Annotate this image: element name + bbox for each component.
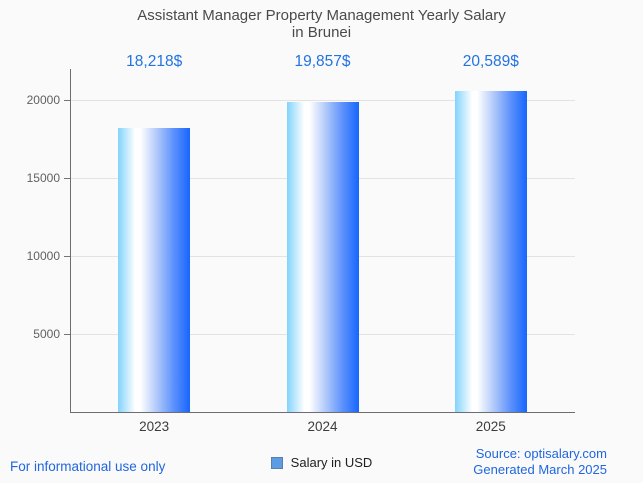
gridline-20000 (70, 100, 575, 102)
y-tick-label-5000: 5000 (33, 327, 60, 341)
disclaimer-text: For informational use only (10, 459, 166, 474)
x-axis-label-2025: 2025 (475, 419, 506, 434)
y-tick-label-20000: 20000 (26, 93, 60, 108)
x-axis-label-2023: 2023 (139, 419, 170, 434)
value-label-2023: 18,218$ (126, 53, 183, 70)
value-label-2025: 20,589$ (462, 53, 519, 70)
y-axis-line (70, 69, 71, 413)
legend-label: Salary in USD (290, 455, 373, 470)
y-tick-label-10000: 10000 (26, 249, 60, 264)
bar-2024 (286, 102, 359, 412)
source-text: Source: optisalary.com (475, 446, 607, 461)
y-tick-10000 (64, 256, 70, 258)
bar-2023 (118, 128, 191, 412)
x-axis-line (70, 412, 575, 413)
bar-2025 (454, 91, 527, 412)
y-tick-5000 (64, 334, 70, 335)
x-axis-label-2024: 2024 (307, 419, 338, 434)
y-tick-15000 (64, 178, 70, 180)
value-label-2024: 19,857$ (294, 53, 351, 70)
y-tick-20000 (64, 100, 70, 102)
chart-title-line2: in Brunei (291, 24, 352, 41)
source-block: Source: optisalary.com Generated March 2… (473, 446, 607, 477)
chart-title-line1: Assistant Manager Property Management Ye… (137, 7, 506, 24)
y-tick-label-15000: 15000 (26, 171, 60, 186)
chart-legend: Salary in USD (0, 455, 643, 470)
generated-text: Generated March 2025 (473, 461, 607, 477)
legend-swatch-icon (270, 456, 283, 469)
chart-title: Assistant Manager Property Management Ye… (0, 7, 643, 41)
